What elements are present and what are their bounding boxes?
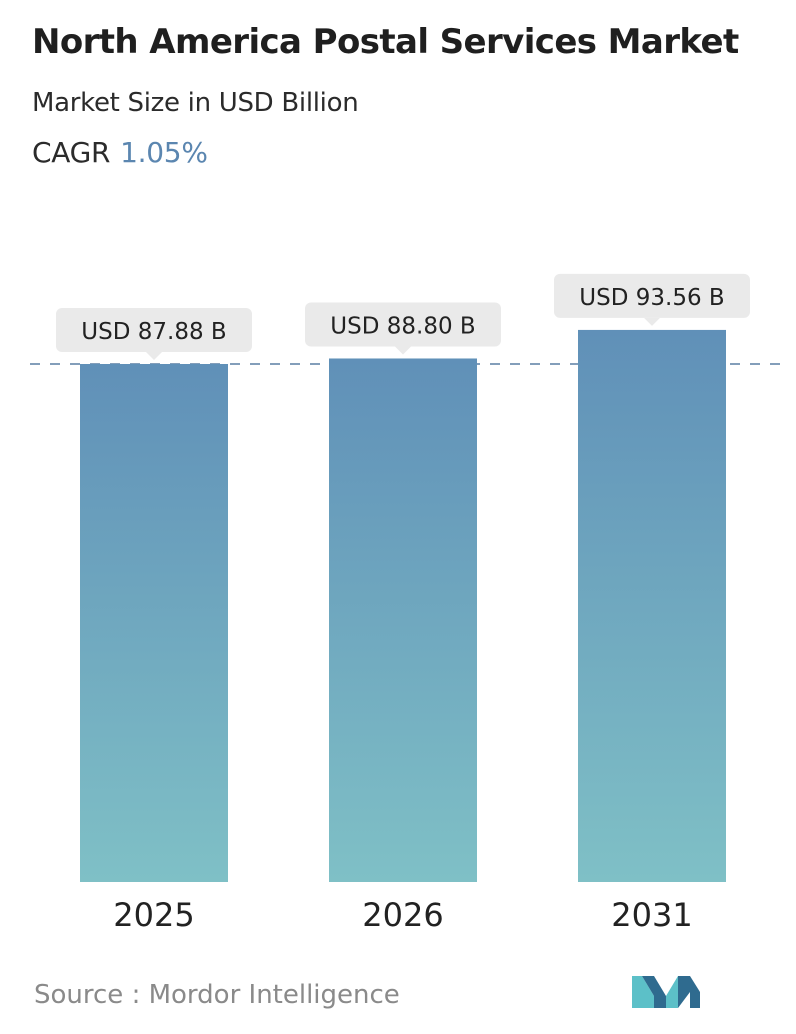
x-tick-label-2026: 2026	[362, 896, 443, 934]
cagr-value: 1.05%	[120, 136, 208, 169]
value-label-pointer	[146, 352, 162, 360]
value-label-text: USD 87.88 B	[81, 319, 226, 345]
bar-2026	[329, 358, 477, 883]
bar-2031	[578, 329, 726, 882]
value-label-text: USD 93.56 B	[579, 285, 724, 311]
value-label-pointer	[644, 317, 660, 326]
value-label-2026: USD 88.80 B	[305, 302, 501, 355]
source-text: Source : Mordor Intelligence	[34, 980, 400, 1010]
bar-2025	[80, 364, 228, 882]
chart-title: North America Postal Services Market	[32, 22, 739, 62]
value-label-2025: USD 87.88 B	[56, 308, 252, 360]
chart-subtitle: Market Size in USD Billion	[32, 88, 359, 118]
value-label-text: USD 88.80 B	[330, 313, 475, 339]
value-label-2031: USD 93.56 B	[554, 273, 750, 326]
value-label-box	[554, 273, 750, 318]
x-tick-label-2031: 2031	[611, 896, 692, 934]
mordor-intelligence-logo	[632, 976, 700, 1008]
cagr-line: CAGR 1.05%	[32, 136, 208, 169]
cagr-label: CAGR	[32, 136, 111, 169]
bar-chart: USD 87.88 B 2025 USD 88.80 B 2026 USD 93.56 …	[30, 273, 782, 934]
x-tick-label-2025: 2025	[113, 896, 194, 934]
value-label-box	[305, 302, 501, 347]
value-label-box	[56, 308, 252, 352]
value-label-pointer	[395, 346, 411, 355]
